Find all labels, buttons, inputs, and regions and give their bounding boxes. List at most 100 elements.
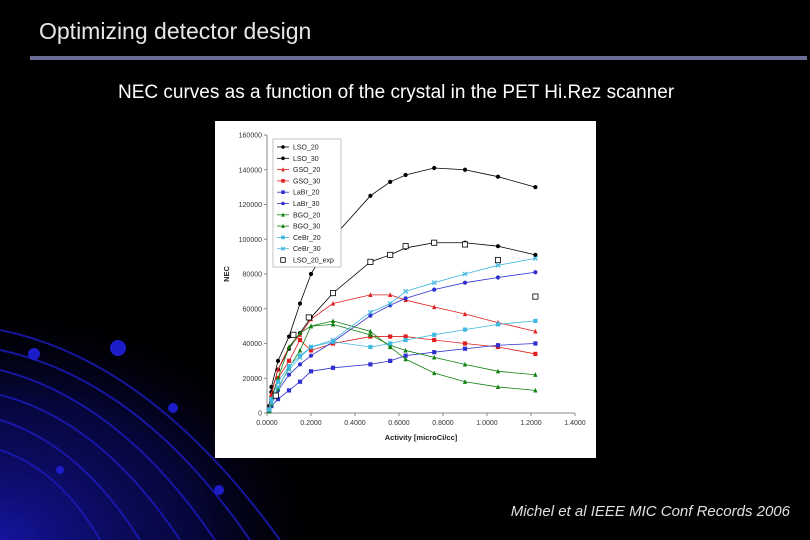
series-line — [268, 167, 536, 407]
data-point — [367, 258, 374, 265]
data-point — [290, 331, 297, 338]
legend-label: LSO_20 — [293, 145, 319, 152]
data-point — [495, 244, 501, 249]
data-point — [403, 172, 408, 178]
data-point — [308, 353, 314, 358]
x-tick-label: 0.0000 — [256, 420, 278, 427]
legend-label: LaBr_20 — [293, 190, 320, 197]
data-point — [266, 407, 272, 413]
y-axis-label: NEC — [222, 266, 231, 282]
data-point — [388, 179, 393, 185]
data-point — [432, 354, 437, 360]
legend-marker — [281, 235, 285, 240]
data-point — [494, 257, 501, 264]
y-tick-label: 160000 — [239, 133, 262, 140]
x-tick-label: 0.8000 — [432, 420, 454, 427]
data-point — [402, 243, 409, 250]
data-point — [388, 358, 393, 363]
data-point — [403, 288, 409, 294]
y-tick-label: 140000 — [239, 167, 262, 174]
data-point — [462, 280, 468, 285]
data-point — [495, 262, 501, 268]
data-point — [269, 397, 274, 402]
legend-label: GSO_20 — [293, 167, 320, 174]
data-point — [308, 369, 314, 374]
legend-marker — [281, 201, 285, 206]
data-point — [368, 344, 373, 350]
data-point — [462, 271, 468, 277]
data-point — [308, 348, 314, 353]
data-point — [297, 347, 303, 353]
data-point — [462, 361, 468, 367]
data-point — [297, 362, 303, 367]
data-point — [330, 300, 336, 306]
y-tick-label: 80000 — [243, 272, 263, 279]
data-point — [388, 292, 393, 297]
data-point — [495, 275, 501, 280]
data-point — [462, 379, 468, 384]
data-point — [533, 270, 538, 275]
series-cebr-30 — [266, 255, 538, 413]
data-point — [533, 372, 538, 377]
series-bgo-20 — [267, 321, 538, 412]
data-point — [403, 296, 408, 301]
data-point — [461, 241, 468, 248]
data-point — [275, 366, 281, 372]
data-point — [286, 388, 292, 393]
data-point — [308, 271, 314, 277]
data-point — [432, 304, 437, 310]
series-line — [268, 242, 536, 408]
data-point — [305, 314, 312, 321]
data-point — [533, 318, 538, 324]
data-point — [330, 339, 336, 344]
title-divider — [30, 56, 807, 60]
data-point — [495, 322, 501, 327]
legend-marker — [281, 167, 285, 172]
data-point — [533, 341, 538, 346]
series-bgo-30 — [267, 318, 538, 414]
data-point — [532, 255, 538, 261]
data-point — [533, 387, 538, 393]
data-point — [432, 350, 437, 355]
x-tick-label: 1.4000 — [564, 420, 586, 427]
data-point — [403, 337, 408, 343]
data-point — [330, 290, 337, 297]
legend-label: LSO_30 — [293, 156, 319, 163]
series-gso-20 — [267, 292, 538, 410]
data-point — [533, 185, 538, 190]
x-tick-label: 0.2000 — [300, 420, 322, 427]
data-point — [388, 344, 393, 350]
y-tick-label: 120000 — [239, 202, 262, 209]
legend-marker — [280, 257, 286, 263]
data-point — [532, 293, 539, 300]
data-point — [495, 368, 501, 374]
data-point — [403, 347, 408, 353]
data-point — [286, 344, 292, 350]
data-point — [462, 346, 468, 351]
y-tick-label: 0 — [258, 411, 262, 418]
data-point — [286, 363, 292, 369]
x-tick-label: 0.6000 — [388, 420, 410, 427]
data-point — [403, 353, 408, 358]
data-point — [432, 370, 437, 376]
data-point — [286, 358, 292, 363]
data-point — [462, 341, 468, 346]
y-tick-label: 20000 — [243, 376, 263, 383]
data-point — [297, 354, 303, 360]
data-point — [462, 167, 468, 172]
data-point — [297, 379, 303, 384]
data-point — [388, 341, 393, 346]
data-point — [432, 287, 437, 292]
data-point — [495, 343, 501, 348]
series-line — [268, 343, 536, 412]
legend-marker — [281, 212, 285, 217]
data-point — [367, 309, 373, 315]
data-point — [297, 301, 303, 306]
legend-label: BGO_20 — [293, 212, 320, 219]
x-tick-label: 1.2000 — [520, 420, 542, 427]
data-point — [275, 384, 281, 390]
data-point — [286, 334, 292, 339]
data-point — [368, 292, 373, 297]
data-point — [432, 332, 437, 337]
data-point — [330, 337, 336, 343]
